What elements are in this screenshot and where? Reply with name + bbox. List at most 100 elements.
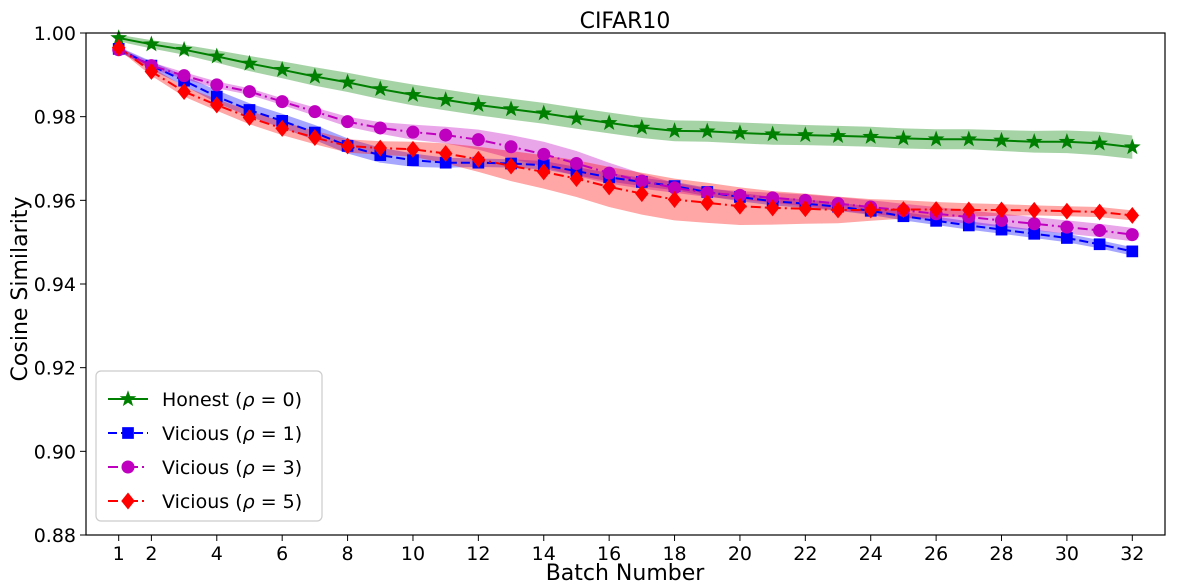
data-point bbox=[175, 40, 193, 57]
legend-marker bbox=[121, 492, 135, 510]
data-point bbox=[635, 174, 649, 188]
data-point bbox=[1025, 132, 1043, 149]
data-point bbox=[863, 201, 878, 219]
data-point bbox=[569, 157, 583, 171]
legend-marker bbox=[121, 460, 135, 474]
data-point bbox=[1123, 138, 1141, 155]
data-point bbox=[208, 47, 226, 64]
legend-entry-label: Vicious (ρ = 3) bbox=[162, 457, 302, 479]
data-point bbox=[1092, 203, 1107, 221]
y-tick-label: 0.88 bbox=[34, 525, 76, 547]
y-tick-label: 1.00 bbox=[34, 23, 76, 45]
data-point bbox=[995, 223, 1008, 236]
data-point bbox=[471, 133, 485, 147]
data-point bbox=[1125, 228, 1139, 242]
data-point bbox=[373, 139, 388, 157]
data-point bbox=[308, 105, 322, 119]
x-tick-label: 30 bbox=[1055, 543, 1079, 565]
data-point bbox=[569, 170, 584, 188]
y-axis-label: Cosine Similarity bbox=[8, 197, 33, 382]
x-tick-label: 8 bbox=[342, 543, 354, 565]
data-point bbox=[537, 147, 551, 161]
data-point bbox=[994, 201, 1009, 219]
data-point bbox=[1060, 202, 1074, 220]
data-point bbox=[143, 35, 160, 52]
data-point bbox=[404, 86, 422, 103]
data-point bbox=[895, 129, 912, 146]
x-tick-label: 20 bbox=[728, 543, 752, 565]
data-point bbox=[439, 156, 452, 169]
x-tick-label: 10 bbox=[401, 543, 425, 565]
data-point bbox=[371, 80, 389, 97]
data-point bbox=[1027, 201, 1041, 219]
data-point bbox=[862, 127, 880, 144]
data-point bbox=[241, 54, 258, 71]
data-point bbox=[764, 125, 781, 142]
data-point bbox=[306, 67, 324, 84]
legend-marker bbox=[119, 390, 137, 407]
data-point bbox=[766, 191, 780, 205]
data-point bbox=[765, 199, 780, 217]
data-point bbox=[341, 115, 355, 129]
data-point bbox=[373, 121, 387, 135]
data-point bbox=[796, 126, 814, 143]
x-tick-label: 32 bbox=[1120, 543, 1144, 565]
data-point bbox=[568, 109, 585, 126]
data-point bbox=[1027, 217, 1041, 231]
x-tick-label: 18 bbox=[662, 543, 686, 565]
data-point bbox=[536, 163, 551, 181]
series-line-1 bbox=[118, 37, 1133, 149]
data-point bbox=[962, 201, 976, 219]
data-point bbox=[1125, 206, 1140, 224]
data-point bbox=[1091, 134, 1108, 151]
data-point bbox=[1093, 238, 1106, 251]
data-point bbox=[177, 83, 191, 101]
data-point bbox=[731, 124, 749, 141]
data-point bbox=[602, 166, 616, 180]
data-point bbox=[470, 96, 487, 113]
data-point bbox=[439, 128, 453, 142]
y-tick-label: 0.98 bbox=[34, 107, 76, 129]
data-point bbox=[829, 127, 847, 144]
data-point bbox=[339, 73, 356, 90]
data-point bbox=[504, 140, 518, 154]
data-point bbox=[210, 96, 224, 114]
data-point bbox=[407, 154, 419, 167]
x-axis-label: Batch Number bbox=[546, 561, 706, 583]
y-tick-label: 0.90 bbox=[34, 441, 76, 463]
y-tick-label: 0.96 bbox=[34, 190, 76, 212]
data-point bbox=[995, 213, 1009, 227]
x-tick-label: 24 bbox=[859, 543, 883, 565]
data-point bbox=[927, 130, 945, 147]
data-point bbox=[896, 201, 911, 218]
data-point bbox=[635, 185, 649, 203]
legend: Honest (ρ = 0) Vicious (ρ = 1) Vicious (ρ … bbox=[95, 370, 323, 522]
data-point bbox=[437, 91, 455, 108]
data-point bbox=[633, 118, 651, 135]
legend-box bbox=[95, 370, 323, 522]
data-point bbox=[406, 125, 420, 139]
data-point bbox=[242, 85, 256, 99]
data-point bbox=[733, 188, 747, 202]
data-point bbox=[471, 150, 486, 168]
data-point bbox=[733, 197, 747, 215]
data-point bbox=[275, 95, 289, 109]
x-axis-ticks: 1 2 4 6 8 10 12 14 16 18 20 22 24 26 28 30 32 bbox=[113, 535, 1144, 565]
x-tick-label: 12 bbox=[466, 543, 490, 565]
data-point bbox=[962, 219, 975, 232]
data-point bbox=[438, 145, 453, 162]
data-point bbox=[993, 131, 1010, 148]
y-tick-label: 0.92 bbox=[34, 358, 76, 380]
x-tick-label: 16 bbox=[597, 543, 621, 565]
data-point bbox=[144, 63, 159, 80]
x-tick-label: 26 bbox=[924, 543, 948, 565]
data-point bbox=[308, 129, 322, 147]
data-point bbox=[406, 140, 420, 158]
series-markers bbox=[110, 29, 1141, 258]
data-point bbox=[929, 201, 943, 218]
legend-entry-label: Honest (ρ = 0) bbox=[162, 389, 302, 411]
data-point bbox=[275, 119, 289, 137]
data-point bbox=[698, 122, 716, 139]
data-point bbox=[831, 201, 845, 219]
